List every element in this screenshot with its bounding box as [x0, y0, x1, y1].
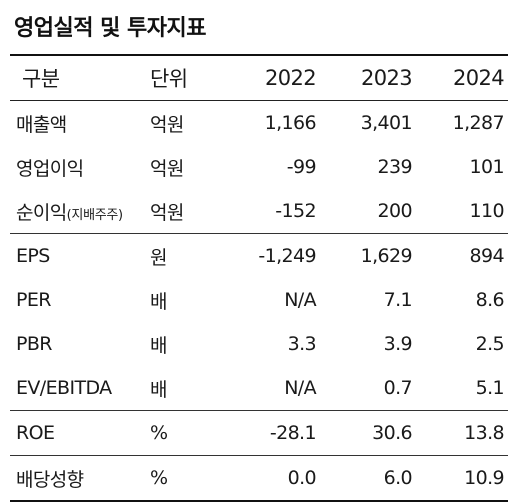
table-row: 순이익(지배주주) 억원 -152 200 110 [10, 189, 508, 234]
page-title: 영업실적 및 투자지표 [14, 16, 206, 41]
table-row: ROE % -28.1 30.6 13.8 [10, 411, 508, 456]
cell-value: 10.9 [464, 467, 505, 489]
cell-value: 6.0 [383, 467, 413, 489]
row-unit: 배 [150, 290, 167, 313]
row-label: 영업이익 [16, 157, 84, 180]
cell-value: 239 [377, 156, 413, 178]
row-label: ROE [16, 422, 55, 444]
cell-value: -28.1 [269, 422, 317, 444]
row-label-note: (지배주주) [66, 207, 123, 223]
cell-value: N/A [284, 289, 316, 311]
cell-value: -1,249 [258, 245, 316, 267]
cell-value: N/A [284, 377, 316, 399]
row-label: EPS [16, 245, 50, 267]
row-unit: 배 [150, 334, 167, 357]
row-unit: 원 [150, 246, 167, 269]
row-label: EV/EBITDA [16, 377, 112, 399]
table-row: 영업이익 억원 -99 239 101 [10, 145, 508, 189]
table-row: PER 배 N/A 7.1 8.6 [10, 278, 508, 322]
cell-value: 0.0 [287, 467, 317, 489]
row-label: PBR [16, 333, 53, 355]
cell-value: 3.9 [383, 333, 413, 355]
table-row: EV/EBITDA 배 N/A 0.7 5.1 [10, 366, 508, 411]
row-label: PER [16, 289, 51, 311]
financial-table: 구분 단위 2022 2023 2024 매출액 억원 1,166 3,401 … [10, 54, 508, 502]
cell-value: 101 [469, 156, 505, 178]
cell-value: -152 [275, 200, 316, 222]
table-header-row: 구분 단위 2022 2023 2024 [10, 56, 508, 101]
cell-value: 5.1 [475, 377, 505, 399]
table-row: EPS 원 -1,249 1,629 894 [10, 234, 508, 278]
row-unit: 배 [150, 378, 167, 401]
table-row: PBR 배 3.3 3.9 2.5 [10, 322, 508, 366]
cell-value: 1,287 [452, 112, 505, 134]
row-unit: 억원 [150, 113, 184, 136]
row-label: 배당성향 [16, 468, 84, 491]
header-item: 구분 [22, 67, 60, 91]
table-row: 매출액 억원 1,166 3,401 1,287 [10, 101, 508, 145]
cell-value: 1,629 [360, 245, 413, 267]
cell-value: 8.6 [475, 289, 505, 311]
cell-value: 13.8 [464, 422, 505, 444]
row-label: 순이익(지배주주) [16, 201, 123, 224]
cell-value: 30.6 [372, 422, 413, 444]
cell-value: 200 [377, 200, 413, 222]
cell-value: 3,401 [360, 112, 413, 134]
row-unit: 억원 [150, 157, 184, 180]
header-year-2024: 2024 [452, 66, 505, 90]
table-row: 배당성향 % 0.0 6.0 10.9 [10, 456, 508, 502]
cell-value: 1,166 [264, 112, 317, 134]
cell-value: 0.7 [383, 377, 413, 399]
row-label: 매출액 [16, 113, 67, 136]
row-unit: % [150, 422, 168, 444]
cell-value: 894 [469, 245, 505, 267]
cell-value: 110 [469, 200, 505, 222]
row-unit: % [150, 467, 168, 489]
cell-value: 2.5 [475, 333, 505, 355]
header-year-2022: 2022 [264, 66, 317, 90]
cell-value: -99 [286, 156, 317, 178]
row-unit: 억원 [150, 201, 184, 224]
header-unit: 단위 [150, 67, 188, 91]
cell-value: 3.3 [287, 333, 317, 355]
cell-value: 7.1 [383, 289, 413, 311]
header-year-2023: 2023 [360, 66, 413, 90]
